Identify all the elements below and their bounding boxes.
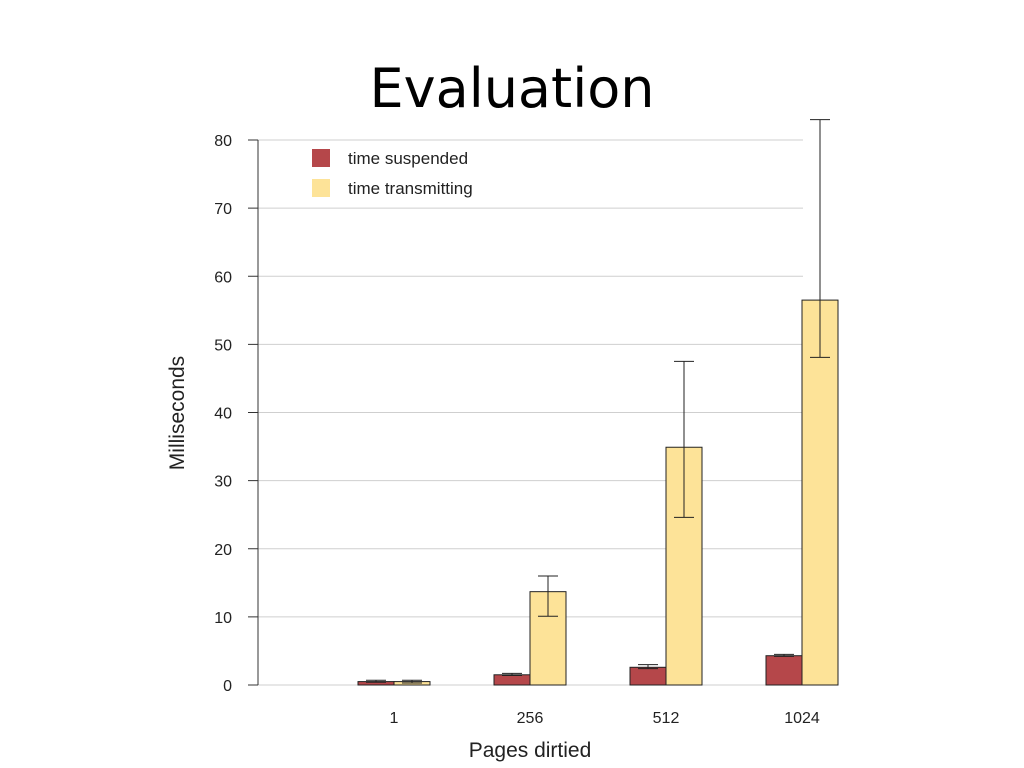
x-tick-label: 1024 [784, 710, 820, 727]
bar-suspended [765, 655, 803, 686]
x-axis-ticks: 1 256 512 1024 [390, 710, 820, 727]
x-axis-label: Pages dirtied [469, 739, 592, 762]
legend-swatch [312, 179, 330, 197]
legend-label: time transmitting [348, 179, 473, 198]
legend-swatch [312, 149, 330, 167]
x-tick-label: 512 [653, 710, 680, 727]
y-tick-label: 30 [214, 474, 232, 491]
x-tick-label: 256 [517, 710, 544, 727]
y-tick-label: 60 [214, 269, 232, 286]
y-tick-label: 40 [214, 406, 232, 423]
y-tick-label: 0 [223, 678, 232, 695]
bars [357, 299, 839, 686]
y-tick-label: 20 [214, 542, 232, 559]
slide-title: Evaluation [369, 57, 655, 120]
legend: time suspended time transmitting [312, 149, 473, 198]
x-tick-label: 1 [390, 710, 399, 727]
error-bars [366, 119, 830, 684]
legend-label: time suspended [348, 149, 468, 168]
y-tick-label: 80 [214, 133, 232, 150]
y-tick-label: 70 [214, 201, 232, 218]
y-axis-label: Milliseconds [166, 356, 189, 470]
y-tick-label: 50 [214, 337, 232, 354]
y-tick-label: 10 [214, 610, 232, 627]
bar-suspended [629, 666, 667, 686]
y-axis: 0 10 20 30 40 50 60 70 80 [214, 133, 259, 695]
bar-suspended [493, 674, 531, 686]
bar-transmitting [801, 299, 839, 686]
